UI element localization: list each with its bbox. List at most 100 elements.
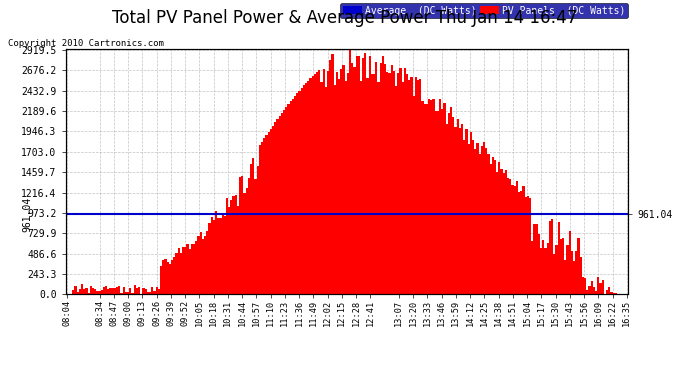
Bar xyxy=(439,99,441,294)
Bar xyxy=(452,117,454,294)
Bar xyxy=(591,280,593,294)
Bar xyxy=(206,231,208,294)
Bar xyxy=(450,107,452,294)
Bar xyxy=(489,165,492,294)
Bar xyxy=(417,80,420,294)
Bar xyxy=(422,101,424,294)
Bar xyxy=(558,222,560,294)
Bar xyxy=(153,291,156,294)
Bar xyxy=(540,248,542,294)
Bar xyxy=(386,72,388,294)
Bar xyxy=(615,293,617,294)
Bar xyxy=(368,56,371,294)
Bar xyxy=(197,236,199,294)
Bar xyxy=(546,243,549,294)
Bar xyxy=(384,64,386,294)
Bar xyxy=(228,207,230,294)
Bar xyxy=(580,257,582,294)
Bar xyxy=(404,68,406,294)
Bar xyxy=(611,292,613,294)
Bar xyxy=(75,286,77,294)
Bar xyxy=(312,76,314,294)
Bar xyxy=(479,154,481,294)
Bar xyxy=(132,293,134,294)
Bar xyxy=(441,109,444,294)
Bar xyxy=(362,58,364,294)
Bar xyxy=(188,249,190,294)
Bar xyxy=(268,132,270,294)
Bar xyxy=(400,68,402,294)
Bar xyxy=(476,143,479,294)
Bar xyxy=(329,60,331,294)
Bar xyxy=(208,222,210,294)
Bar xyxy=(542,240,544,294)
Bar xyxy=(397,73,400,294)
Bar xyxy=(160,266,162,294)
Bar xyxy=(118,286,121,294)
Bar xyxy=(151,287,153,294)
Bar xyxy=(320,82,322,294)
Bar xyxy=(513,186,516,294)
Bar xyxy=(290,102,292,294)
Bar xyxy=(474,148,476,294)
Bar xyxy=(529,198,531,294)
Bar xyxy=(274,123,277,294)
Legend: Average  (DC Watts), PV Panels  (DC Watts): Average (DC Watts), PV Panels (DC Watts) xyxy=(340,3,628,18)
Bar xyxy=(259,145,261,294)
Bar xyxy=(589,285,591,294)
Bar xyxy=(593,286,595,294)
Bar xyxy=(81,285,83,294)
Bar xyxy=(498,162,500,294)
Bar xyxy=(180,253,182,294)
Bar xyxy=(136,288,138,294)
Bar xyxy=(507,177,509,294)
Bar xyxy=(347,73,349,294)
Bar xyxy=(333,85,336,294)
Bar xyxy=(393,71,395,294)
Bar xyxy=(94,289,97,294)
Bar xyxy=(175,252,177,294)
Bar xyxy=(494,160,496,294)
Bar xyxy=(213,220,215,294)
Bar xyxy=(318,70,320,294)
Bar xyxy=(279,116,281,294)
Bar xyxy=(351,63,353,294)
Bar xyxy=(88,293,90,294)
Bar xyxy=(520,191,522,294)
Bar xyxy=(138,287,140,294)
Bar xyxy=(210,217,213,294)
Bar xyxy=(535,224,538,294)
Bar xyxy=(463,140,465,294)
Bar xyxy=(190,244,193,294)
Bar xyxy=(248,178,250,294)
Bar xyxy=(481,146,483,294)
Bar xyxy=(129,288,132,294)
Bar xyxy=(294,96,296,294)
Bar xyxy=(551,219,553,294)
Bar xyxy=(402,82,404,294)
Bar xyxy=(600,283,602,294)
Bar xyxy=(142,288,145,294)
Bar xyxy=(92,288,94,294)
Bar xyxy=(340,69,342,294)
Bar xyxy=(602,280,604,294)
Text: Total PV Panel Power & Average Power Thu Jan 14 16:47: Total PV Panel Power & Average Power Thu… xyxy=(112,9,578,27)
Bar xyxy=(613,293,615,294)
Bar xyxy=(156,287,158,294)
Bar xyxy=(221,214,224,294)
Bar xyxy=(110,288,112,294)
Bar xyxy=(606,290,608,294)
Bar xyxy=(105,285,107,294)
Text: Copyright 2010 Cartronics.com: Copyright 2010 Cartronics.com xyxy=(8,39,164,48)
Bar xyxy=(485,148,487,294)
Bar xyxy=(426,104,428,294)
Bar xyxy=(322,69,325,294)
Bar xyxy=(77,291,79,294)
Bar xyxy=(184,247,186,294)
Bar xyxy=(444,104,446,294)
Bar xyxy=(344,81,347,294)
Bar xyxy=(349,50,351,294)
Bar xyxy=(371,74,373,294)
Bar xyxy=(595,291,597,294)
Bar xyxy=(549,221,551,294)
